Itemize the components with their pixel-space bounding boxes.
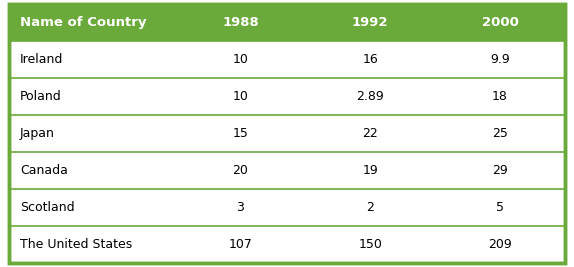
Text: 10: 10 [232,53,249,66]
Text: 25: 25 [492,127,508,140]
Text: 5: 5 [496,201,504,214]
Text: 1992: 1992 [352,16,389,29]
Text: 29: 29 [492,164,508,177]
Text: 15: 15 [232,127,249,140]
Text: 18: 18 [492,90,508,103]
Text: 150: 150 [358,238,382,251]
Text: 107: 107 [228,238,253,251]
Text: 20: 20 [232,164,249,177]
Text: 9.9: 9.9 [490,53,510,66]
Text: 2000: 2000 [482,16,518,29]
Text: 22: 22 [362,127,378,140]
Text: Poland: Poland [20,90,62,103]
Text: Scotland: Scotland [20,201,75,214]
Text: 1988: 1988 [222,16,259,29]
Bar [9,4,565,41]
Text: 209: 209 [488,238,512,251]
Text: The United States: The United States [20,238,133,251]
Text: 3: 3 [236,201,245,214]
Text: 16: 16 [362,53,378,66]
Text: 19: 19 [362,164,378,177]
Text: Name of Country: Name of Country [20,16,146,29]
Text: Canada: Canada [20,164,68,177]
Text: 2.89: 2.89 [356,90,384,103]
Text: 10: 10 [232,90,249,103]
Text: 2: 2 [366,201,374,214]
Text: Ireland: Ireland [20,53,64,66]
Text: Japan: Japan [20,127,55,140]
